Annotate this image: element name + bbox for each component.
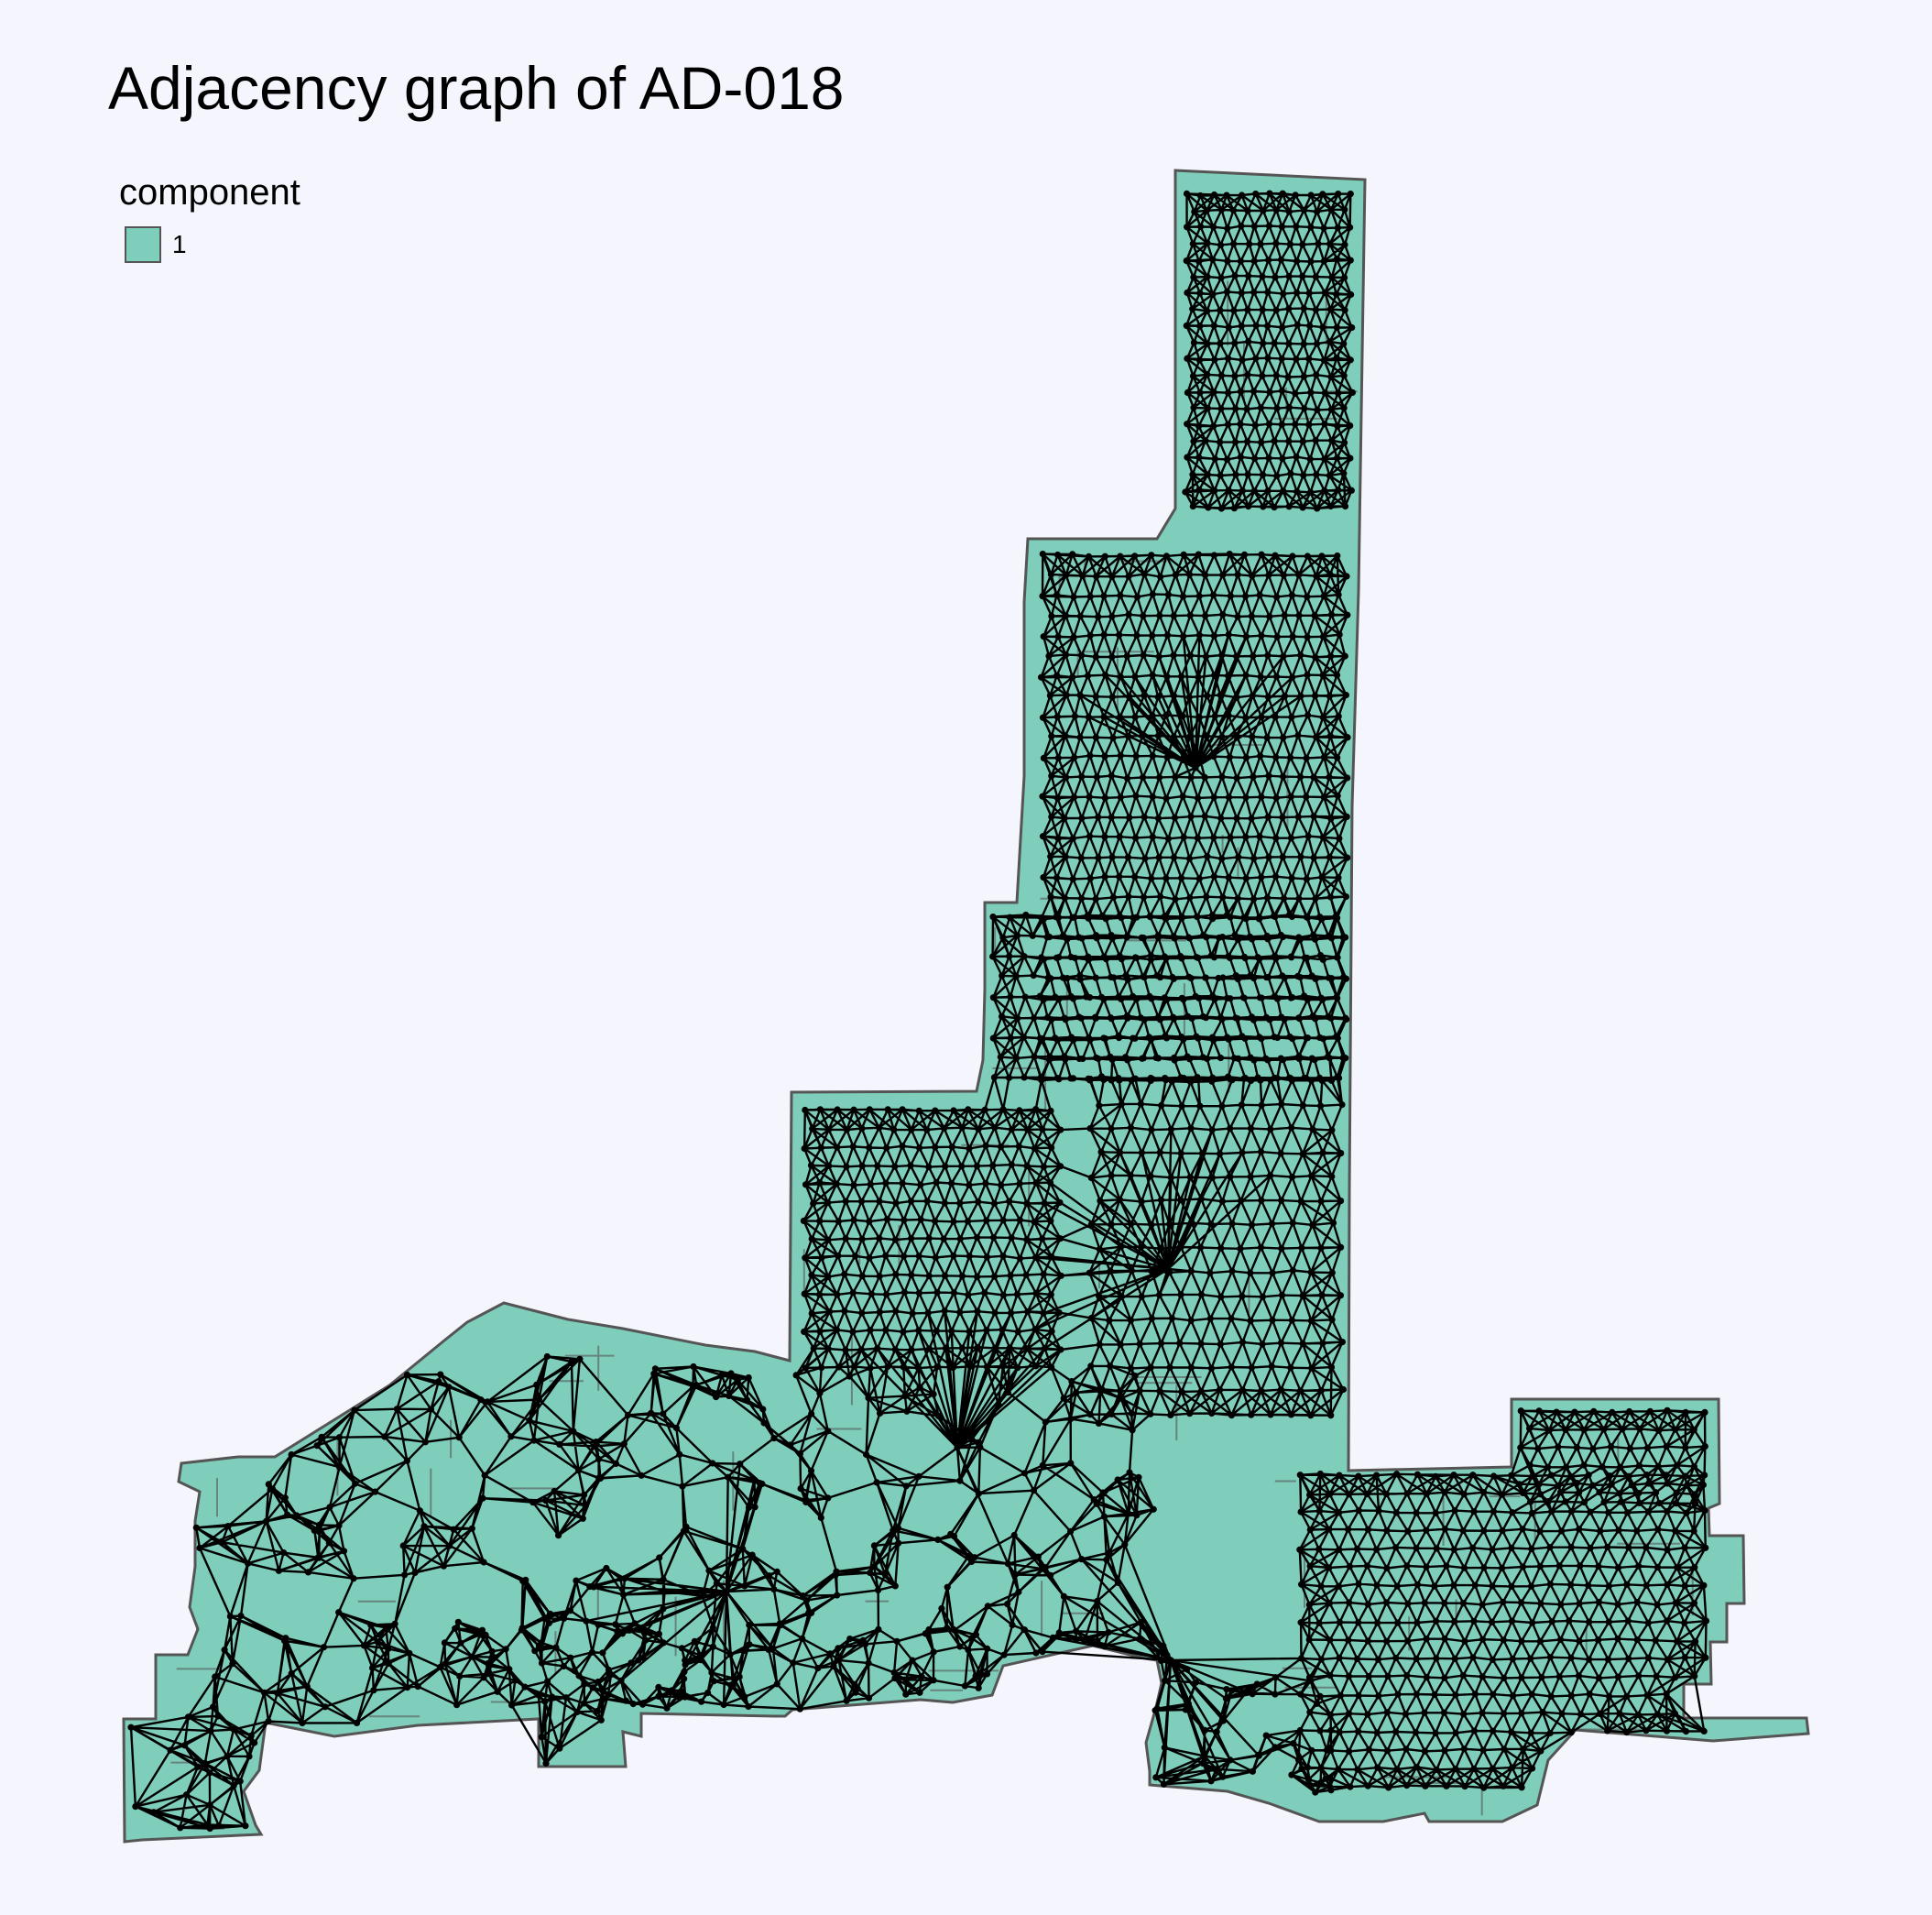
legend-item: 1 <box>119 226 300 263</box>
legend-title: component <box>119 172 300 213</box>
legend-swatch <box>125 226 161 263</box>
map-title: Adjacency graph of AD-018 <box>108 54 845 122</box>
adjacency-edge-lines <box>129 192 1708 1830</box>
legend: component 1 <box>119 172 300 263</box>
district-outline <box>122 169 1810 1844</box>
legend-label: 1 <box>172 230 187 258</box>
adjacency-edges <box>129 192 1708 1830</box>
district-shape <box>122 169 1810 1844</box>
